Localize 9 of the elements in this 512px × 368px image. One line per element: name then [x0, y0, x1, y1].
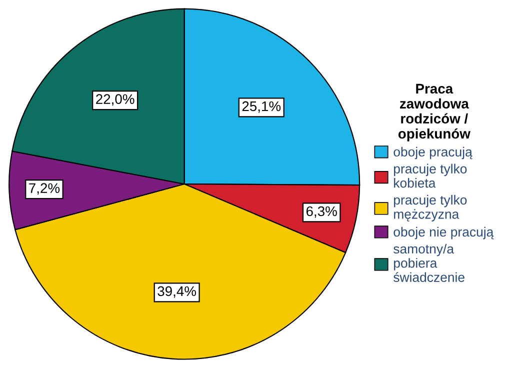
legend-label: oboje nie pracują — [394, 226, 494, 240]
data-label: 39,4% — [158, 286, 196, 298]
data-label: 22,0% — [96, 94, 134, 106]
legend-title: Praca zawodowa rodziców / opiekunów — [398, 84, 470, 142]
data-label: 7,2% — [29, 183, 60, 195]
legend-label: samotny/a pobiera świadczenie — [394, 244, 464, 282]
data-label: 25,1% — [242, 101, 281, 113]
legend-label: oboje pracują — [394, 146, 472, 160]
data-label: 6,3% — [306, 206, 337, 218]
